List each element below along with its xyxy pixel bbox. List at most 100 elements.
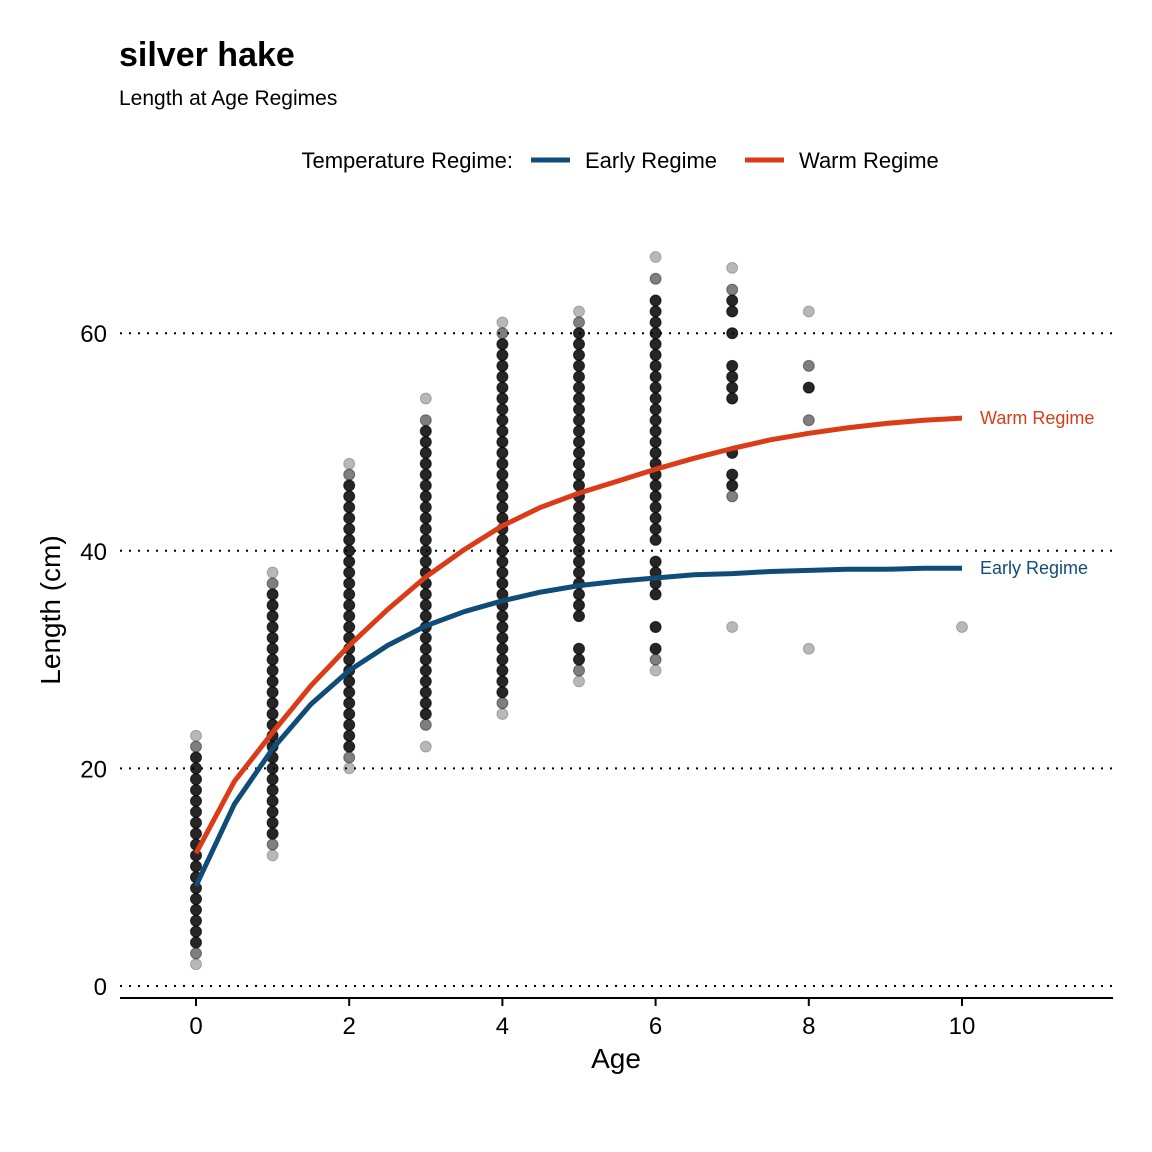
data-point: [266, 686, 279, 699]
data-point: [649, 479, 662, 492]
data-point: [266, 610, 279, 623]
data-point: [419, 512, 432, 525]
data-point: [343, 708, 356, 720]
legend: Temperature Regime: Early Regime Warm Re…: [301, 148, 938, 173]
y-axis-title: Length (cm): [35, 535, 66, 684]
data-point: [573, 468, 585, 481]
data-point: [419, 708, 432, 720]
data-point: [496, 425, 509, 438]
x-tick-label: 6: [649, 1013, 662, 1040]
curve-label-early-regime: Early Regime: [980, 558, 1088, 578]
data-point: [190, 936, 202, 949]
data-point: [343, 740, 356, 753]
data-point: [190, 816, 202, 829]
x-axis-ticks: 0 2 4 6 8 10: [189, 998, 975, 1040]
data-point: [496, 316, 509, 329]
data-point: [573, 436, 585, 448]
data-point: [573, 523, 585, 536]
data-point: [343, 501, 356, 514]
data-point: [573, 305, 585, 318]
data-point: [496, 457, 509, 470]
data-point: [496, 544, 509, 557]
data-point: [726, 479, 739, 492]
data-point: [573, 425, 585, 438]
data-point: [419, 642, 432, 655]
data-point: [419, 675, 432, 688]
data-point: [573, 403, 585, 416]
data-point: [266, 577, 279, 590]
data-point: [266, 588, 279, 601]
data-point: [649, 381, 662, 394]
data-point: [190, 947, 202, 960]
data-point: [496, 708, 509, 720]
data-point: [496, 392, 509, 405]
data-point: [190, 903, 202, 916]
data-point: [573, 533, 585, 546]
data-point: [573, 675, 585, 688]
data-point: [802, 414, 815, 427]
data-point: [419, 610, 432, 623]
data-point: [726, 327, 739, 340]
data-point: [496, 620, 509, 633]
data-point: [343, 544, 356, 557]
data-point: [343, 555, 356, 568]
legend-label-early: Early Regime: [585, 148, 717, 173]
data-point: [649, 555, 662, 568]
data-point: [726, 381, 739, 394]
data-point: [343, 620, 356, 633]
data-point: [190, 740, 202, 753]
data-point: [496, 348, 509, 361]
data-point: [496, 381, 509, 394]
y-tick-label: 0: [94, 974, 107, 1001]
x-axis-title: Age: [591, 1043, 641, 1074]
data-point: [419, 653, 432, 666]
data-point: [266, 805, 279, 818]
data-point: [649, 642, 662, 655]
data-point: [649, 446, 662, 459]
data-point: [266, 849, 279, 862]
data-point: [573, 588, 585, 601]
data-point: [573, 381, 585, 394]
data-point: [649, 588, 662, 601]
data-point: [649, 533, 662, 546]
data-point: [726, 294, 739, 307]
data-point: [266, 675, 279, 688]
y-tick-label: 20: [80, 756, 107, 783]
data-point: [573, 501, 585, 514]
data-point: [343, 523, 356, 536]
data-point: [496, 501, 509, 514]
data-point: [573, 316, 585, 329]
data-point: [266, 838, 279, 851]
data-point: [496, 414, 509, 427]
data-point: [496, 338, 509, 351]
data-point: [956, 620, 968, 633]
data-point: [496, 533, 509, 546]
data-point: [343, 697, 356, 710]
data-point: [649, 316, 662, 329]
y-tick-label: 60: [80, 321, 107, 348]
x-tick-label: 8: [802, 1013, 815, 1040]
data-point: [496, 566, 509, 579]
curve-early-regime: [193, 565, 962, 887]
data-point: [496, 555, 509, 568]
data-point: [343, 653, 356, 666]
data-point: [573, 446, 585, 459]
curve-labels: Early Regime Warm Regime: [980, 408, 1094, 578]
data-point: [496, 653, 509, 666]
data-point: [573, 544, 585, 557]
data-point: [573, 414, 585, 427]
data-point: [419, 490, 432, 503]
data-point: [573, 664, 585, 677]
data-point: [649, 251, 662, 264]
data-point: [419, 425, 432, 438]
data-point: [343, 610, 356, 623]
data-point: [726, 359, 739, 372]
data-point: [496, 577, 509, 590]
data-point: [573, 457, 585, 470]
data-point: [496, 664, 509, 677]
data-point: [496, 610, 509, 623]
data-point: [496, 436, 509, 448]
data-point: [343, 490, 356, 503]
data-point: [266, 631, 279, 644]
data-point: [649, 512, 662, 525]
